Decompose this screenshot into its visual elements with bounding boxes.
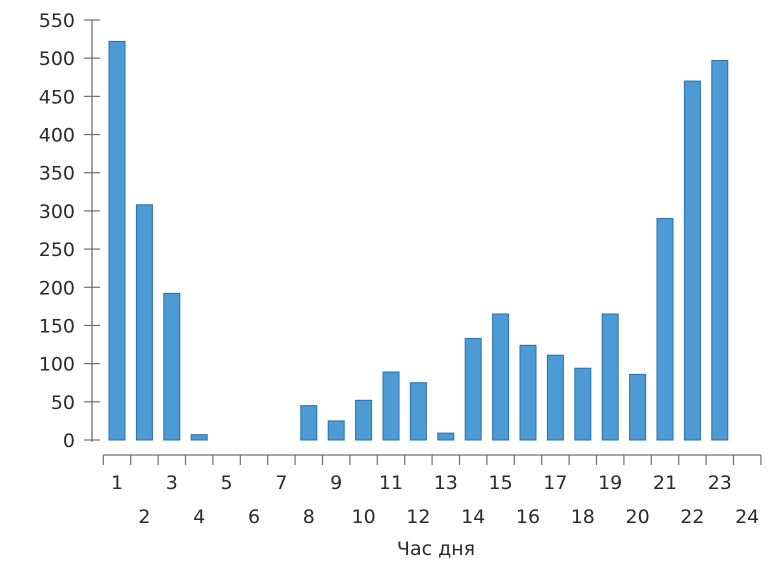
bar — [711, 59, 729, 441]
y-tick-label: 300 — [39, 201, 75, 223]
bar — [108, 40, 126, 441]
x-tick-label: 17 — [543, 472, 567, 494]
y-tick-label: 250 — [39, 239, 75, 261]
x-tick-label: 6 — [248, 506, 260, 528]
y-tick-label: 50 — [51, 392, 75, 414]
x-tick-label: 13 — [434, 472, 458, 494]
x-tick-label: 9 — [330, 472, 342, 494]
bar — [437, 432, 455, 441]
bar — [300, 405, 318, 441]
y-tick-label: 500 — [39, 48, 75, 70]
x-axis — [102, 454, 762, 465]
y-tick-label: 100 — [39, 354, 75, 376]
x-tick-label: 18 — [571, 506, 595, 528]
bar — [492, 313, 510, 441]
x-tick-label: 5 — [221, 472, 233, 494]
bars — [108, 40, 729, 441]
y-axis: 0 50 100 150 200 250 300 350 400 450 500 550 — [39, 10, 100, 452]
x-tick-label: 12 — [406, 506, 430, 528]
x-tick-label: 24 — [735, 506, 759, 528]
y-tick-label: 0 — [63, 430, 75, 452]
y-tick-label: 550 — [39, 10, 75, 32]
x-tick-label: 23 — [708, 472, 732, 494]
y-tick-label: 200 — [39, 277, 75, 299]
x-tick-label: 7 — [275, 472, 287, 494]
x-tick-label: 14 — [461, 506, 485, 528]
bar — [327, 420, 345, 441]
x-tick-label: 8 — [303, 506, 315, 528]
y-tick-label: 150 — [39, 315, 75, 337]
x-tick-label: 3 — [166, 472, 178, 494]
bar — [601, 313, 619, 441]
x-tick-label: 11 — [379, 472, 403, 494]
bar — [135, 204, 153, 441]
bar — [190, 434, 208, 441]
x-tick-label: 15 — [489, 472, 513, 494]
y-tick-label: 350 — [39, 163, 75, 185]
y-tick-label: 450 — [39, 86, 75, 108]
x-tick-label: 16 — [516, 506, 540, 528]
bar — [355, 399, 373, 441]
x-tick-label: 22 — [680, 506, 704, 528]
x-tick-label: 4 — [193, 506, 205, 528]
x-tick-label: 1 — [111, 472, 123, 494]
y-tick-label: 400 — [39, 125, 75, 147]
bar — [464, 337, 482, 441]
bar — [546, 354, 564, 441]
bar — [409, 382, 427, 441]
x-tick-label: 19 — [598, 472, 622, 494]
x-tick-label: 21 — [653, 472, 677, 494]
bar — [683, 80, 701, 441]
x-tick-label: 20 — [626, 506, 650, 528]
bar — [656, 218, 674, 441]
bar — [574, 367, 592, 441]
x-tick-label: 2 — [138, 506, 150, 528]
x-axis-title: Час дня — [397, 538, 475, 560]
bar — [163, 292, 181, 441]
x-tick-label: 10 — [352, 506, 376, 528]
bar — [519, 344, 537, 441]
bar — [629, 373, 647, 441]
bar — [382, 371, 400, 441]
